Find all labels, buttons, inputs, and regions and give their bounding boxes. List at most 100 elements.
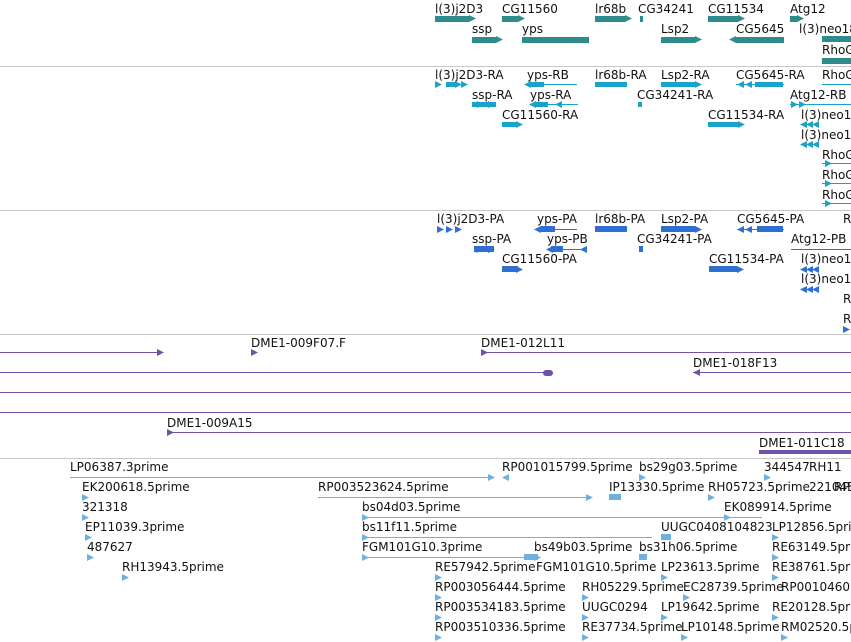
strand-arrow-icon bbox=[708, 494, 715, 501]
clone-label: DME1-012L11 bbox=[481, 336, 565, 350]
gene-label: yps bbox=[522, 22, 543, 36]
gene-label: l(3)neo18 bbox=[799, 22, 851, 36]
gene-bar bbox=[790, 16, 798, 22]
est-label: RH05723.5prime bbox=[708, 480, 810, 494]
transcript-label: Atg12-RB bbox=[790, 88, 847, 102]
protein-bar bbox=[709, 266, 737, 272]
transcript-line bbox=[530, 104, 578, 105]
est-label: FGM101G10.3prime bbox=[362, 540, 483, 554]
strand-arrow-icon bbox=[87, 554, 94, 561]
strand-arrow-icon bbox=[251, 349, 258, 356]
strand-arrow-icon bbox=[745, 81, 752, 88]
gene-track: l(3)j2D3 CG11560 lr68b CG34241 CG11534 Atg12 s… bbox=[0, 0, 851, 66]
transcript-label: RhoGAP68F-RD bbox=[822, 188, 851, 202]
transcript-line bbox=[822, 163, 851, 164]
strand-arrow-icon bbox=[518, 15, 525, 22]
strand-arrow-icon bbox=[661, 614, 668, 621]
clone-label: DME1-009A15 bbox=[167, 416, 253, 430]
protein-track: l(3)j2D3-PA yps-PA lr68b-PA Lsp2-PA CG5645-P… bbox=[0, 211, 851, 334]
strand-arrow-icon bbox=[555, 101, 562, 108]
strand-arrow-icon bbox=[488, 246, 495, 253]
est-label: 487627 bbox=[87, 540, 133, 554]
strand-arrow-icon bbox=[461, 81, 468, 88]
transcript-line bbox=[822, 183, 851, 184]
est-label: RP003056444.5prime bbox=[435, 580, 566, 594]
strand-arrow-icon bbox=[516, 266, 523, 273]
transcript-line bbox=[822, 203, 851, 204]
protein-label: CG5645-PA bbox=[737, 212, 805, 226]
gene-label: lr68b bbox=[595, 2, 627, 16]
transcript-bar bbox=[595, 82, 627, 87]
gene-label: CG34241 bbox=[638, 2, 694, 16]
strand-arrow-icon bbox=[825, 200, 832, 207]
strand-arrow-icon bbox=[825, 160, 832, 167]
strand-arrow-icon bbox=[502, 474, 509, 481]
clone-line bbox=[0, 412, 851, 413]
transcript-label: CG11560-RA bbox=[502, 108, 579, 122]
transcript-label: Lsp2-RA bbox=[661, 68, 710, 82]
strand-arrow-icon bbox=[546, 246, 553, 253]
transcript-label: RhoGAP68F-RA bbox=[822, 68, 851, 82]
est-label: LP10148.5prime bbox=[681, 620, 780, 634]
est-label: 321318 bbox=[82, 500, 128, 514]
gene-bar bbox=[736, 37, 784, 43]
est-label: RE63149.5prime bbox=[772, 540, 851, 554]
gene-label: l(3)j2D3 bbox=[435, 2, 484, 16]
est-label: bs11f11.5prime bbox=[362, 520, 458, 534]
est-bar bbox=[661, 534, 671, 540]
transcript-bar bbox=[446, 82, 456, 87]
strand-arrow-icon bbox=[772, 534, 779, 541]
strand-arrow-icon bbox=[529, 101, 536, 108]
gene-bar bbox=[522, 37, 589, 43]
strand-arrow-icon bbox=[582, 634, 589, 641]
est-track: LP06387.3prime RP001015799.5prime bs29g03.… bbox=[0, 459, 851, 642]
gene-label: RhoGAP68F bbox=[822, 43, 851, 57]
est-line bbox=[362, 537, 652, 538]
strand-arrow-icon bbox=[582, 594, 589, 601]
transcript-label: CG5645-RA bbox=[736, 68, 805, 82]
est-line bbox=[318, 497, 588, 498]
track-divider bbox=[0, 334, 851, 335]
est-label: RM02520.5prime bbox=[781, 620, 851, 634]
strand-arrow-icon bbox=[167, 429, 174, 436]
est-label: LP19642.5prime bbox=[661, 600, 760, 614]
est-label: EK200618.5prime bbox=[82, 480, 190, 494]
strand-arrow-icon bbox=[806, 121, 813, 128]
est-bar bbox=[524, 554, 538, 560]
strand-arrow-icon bbox=[693, 369, 700, 376]
gene-bar bbox=[502, 16, 518, 22]
est-label: EC28739.5prime bbox=[683, 580, 784, 594]
transcript-label: yps-RA bbox=[530, 88, 572, 102]
strand-arrow-icon bbox=[737, 81, 744, 88]
protein-label: R bbox=[843, 212, 851, 226]
est-label: RH11 bbox=[809, 460, 842, 474]
strand-arrow-icon bbox=[157, 349, 164, 356]
strand-arrow-icon bbox=[435, 614, 442, 621]
clone-label: DME1-009F07.F bbox=[251, 336, 346, 350]
strand-arrow-icon bbox=[362, 554, 369, 561]
strand-arrow-icon bbox=[800, 266, 807, 273]
gene-bar bbox=[472, 37, 496, 43]
strand-arrow-icon bbox=[772, 614, 779, 621]
protein-label: Lsp2-PA bbox=[661, 212, 709, 226]
protein-label: yps-PB bbox=[547, 232, 588, 246]
strand-arrow-icon bbox=[455, 81, 462, 88]
protein-label: l(3)j2D3-PA bbox=[437, 212, 505, 226]
protein-label: l(3)neo18 bbox=[801, 272, 851, 286]
transcript-label: l(3)j2D3-RA bbox=[435, 68, 504, 82]
strand-arrow-icon bbox=[639, 474, 646, 481]
clone-line bbox=[693, 372, 851, 373]
protein-line bbox=[791, 249, 851, 250]
transcript-label: ssp-RA bbox=[472, 88, 513, 102]
strand-arrow-icon bbox=[661, 574, 668, 581]
strand-arrow-icon bbox=[806, 266, 813, 273]
strand-arrow-icon bbox=[800, 141, 807, 148]
protein-label: l(3)neo18 bbox=[801, 252, 851, 266]
est-line bbox=[362, 517, 762, 518]
transcript-label: CG34241-RA bbox=[637, 88, 714, 102]
strand-arrow-icon bbox=[362, 534, 369, 541]
strand-arrow-icon bbox=[843, 326, 850, 333]
transcript-label: yps-RB bbox=[527, 68, 569, 82]
strand-arrow-icon bbox=[791, 101, 798, 108]
gene-bar bbox=[595, 16, 625, 22]
